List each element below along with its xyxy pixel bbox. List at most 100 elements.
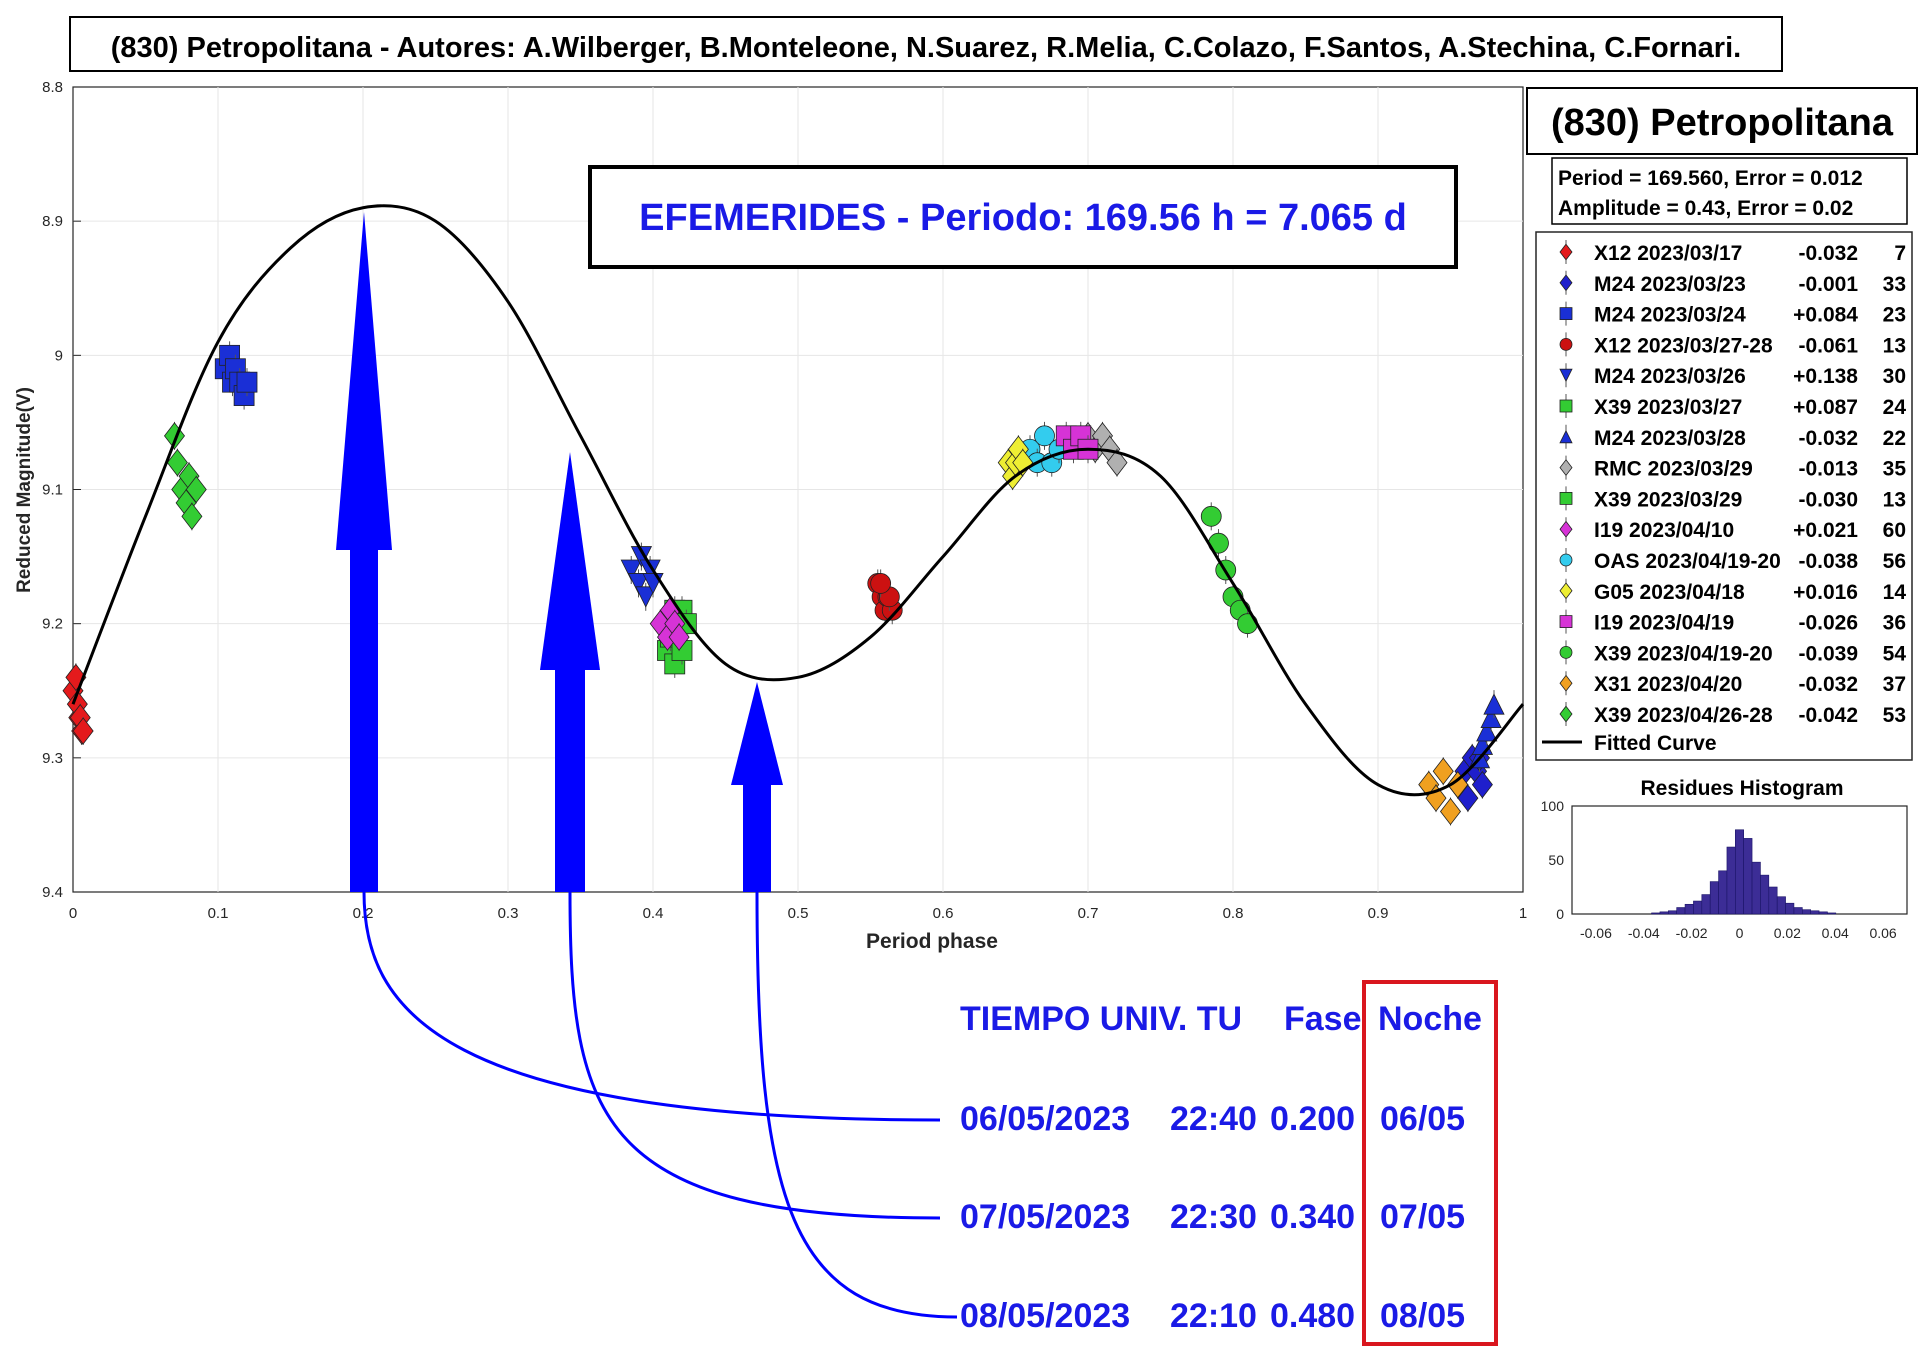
y-axis-ticks: 8.8 8.9 9 9.1 9.2 9.3 9.4 bbox=[42, 79, 81, 901]
legend-series-offset: +0.021 bbox=[1793, 519, 1858, 542]
data-point bbox=[1480, 706, 1502, 728]
table-row-phase: 0.480 bbox=[1270, 1297, 1355, 1335]
x-tick-label: 0.3 bbox=[498, 905, 519, 922]
legend-series-name: M24 2023/03/24 bbox=[1594, 304, 1746, 327]
legend-series-count: 24 bbox=[1883, 396, 1907, 419]
histogram-bar bbox=[1718, 870, 1728, 915]
legend-series-offset: +0.138 bbox=[1793, 365, 1858, 388]
table-header-night: Noche bbox=[1378, 1000, 1482, 1038]
legend-series-name: X12 2023/03/27-28 bbox=[1594, 334, 1773, 357]
data-point bbox=[668, 623, 690, 651]
histogram-x-tick-label: 0.06 bbox=[1869, 925, 1896, 941]
data-point bbox=[1476, 720, 1498, 742]
legend-series-name: X31 2023/04/20 bbox=[1594, 673, 1742, 696]
phase-arrow-1 bbox=[336, 212, 392, 892]
legend-marker bbox=[1559, 368, 1573, 383]
legend-series-count: 13 bbox=[1883, 488, 1906, 511]
table-header-phase: Fase bbox=[1284, 1000, 1362, 1038]
histogram-bar bbox=[1793, 907, 1803, 915]
connector-line-3 bbox=[755, 891, 958, 1319]
histogram-bar bbox=[1827, 912, 1837, 915]
fit-parameters-box bbox=[1551, 157, 1908, 225]
table-row-date: 08/05/2023 bbox=[960, 1297, 1130, 1335]
data-point bbox=[1034, 425, 1055, 447]
legend-series-count: 22 bbox=[1883, 427, 1906, 450]
histogram-x-tick-label: -0.02 bbox=[1676, 925, 1708, 941]
histogram-bar bbox=[1810, 910, 1820, 915]
x-tick-label: 1 bbox=[1519, 905, 1527, 922]
legend-series-count: 56 bbox=[1883, 550, 1906, 573]
object-name-box bbox=[1526, 87, 1918, 155]
legend-box bbox=[1535, 231, 1913, 761]
x-tick-label: 0.1 bbox=[208, 905, 229, 922]
histogram-y-tick-label: 100 bbox=[1541, 798, 1565, 814]
legend-marker bbox=[1559, 615, 1573, 628]
connector-line-1 bbox=[362, 891, 941, 1122]
data-point bbox=[236, 371, 258, 393]
data-point bbox=[635, 586, 657, 608]
y-tick-label: 9.4 bbox=[42, 884, 63, 901]
legend-series-count: 13 bbox=[1883, 334, 1906, 357]
histogram-title: Residues Histogram bbox=[1640, 777, 1843, 800]
histogram-bar bbox=[1726, 846, 1736, 915]
phase-arrow-3 bbox=[731, 682, 783, 892]
period-line: Period = 169.560, Error = 0.012 bbox=[1558, 167, 1863, 190]
legend-series-offset: -0.042 bbox=[1798, 704, 1858, 727]
legend-series-name: OAS 2023/04/19-20 bbox=[1594, 550, 1781, 573]
x-axis-ticks: 0 0.1 0.2 0.3 0.4 0.5 0.6 0.7 0.8 0.9 1 bbox=[69, 905, 1527, 922]
table-row-date: 06/05/2023 bbox=[960, 1100, 1130, 1138]
table-header-time: TIEMPO UNIV. TU bbox=[960, 1000, 1242, 1038]
histogram-bar bbox=[1818, 911, 1828, 915]
object-name: (830) Petropolitana bbox=[1551, 102, 1894, 144]
y-tick-label: 9.1 bbox=[42, 482, 63, 499]
data-point bbox=[627, 573, 650, 595]
residues-histogram: Residues Histogram -0.06 -0.04 -0.02 0 0.02 0… bbox=[1541, 777, 1908, 941]
histogram-bar bbox=[1743, 838, 1753, 915]
table-row-night: 07/05 bbox=[1380, 1198, 1465, 1236]
data-point bbox=[870, 573, 892, 594]
y-tick-label: 9 bbox=[55, 347, 63, 364]
legend-series-offset: -0.026 bbox=[1798, 612, 1858, 635]
histogram-bar bbox=[1802, 909, 1811, 915]
data-points bbox=[62, 341, 1505, 826]
legend-series-offset: -0.030 bbox=[1798, 488, 1858, 511]
legend-series-name: RMC 2023/03/29 bbox=[1594, 458, 1753, 481]
histogram-y-tick-label: 50 bbox=[1548, 852, 1564, 868]
legend-series-name: X39 2023/03/29 bbox=[1594, 488, 1742, 511]
x-tick-label: 0.7 bbox=[1078, 905, 1099, 922]
x-tick-label: 0.6 bbox=[933, 905, 954, 922]
data-point bbox=[620, 559, 642, 581]
legend-series-name: M24 2023/03/26 bbox=[1594, 365, 1746, 388]
data-point bbox=[1200, 505, 1222, 527]
legend-series-name: X39 2023/04/26-28 bbox=[1594, 704, 1773, 727]
legend-marker bbox=[1559, 337, 1573, 351]
histogram-bar bbox=[1709, 881, 1719, 915]
histogram-x-ticks: -0.06 -0.04 -0.02 0 0.02 0.04 0.06 bbox=[1580, 925, 1897, 941]
legend-series-name: X39 2023/04/19-20 bbox=[1594, 642, 1773, 665]
histogram-x-tick-label: 0 bbox=[1736, 925, 1744, 941]
data-point bbox=[1483, 693, 1505, 715]
table-row-phase: 0.340 bbox=[1270, 1198, 1355, 1236]
legend-series-count: 36 bbox=[1883, 612, 1906, 635]
legend-marker bbox=[1559, 491, 1573, 505]
histogram-bar bbox=[1684, 903, 1694, 915]
legend-marker bbox=[1559, 674, 1573, 692]
x-tick-label: 0 bbox=[69, 905, 77, 922]
histogram-x-tick-label: 0.02 bbox=[1774, 925, 1801, 941]
legend-series-offset: -0.013 bbox=[1798, 458, 1858, 481]
histogram-bar bbox=[1760, 874, 1770, 915]
y-axis-label: Reduced Magnitude(V) bbox=[14, 387, 35, 593]
legend-series-offset: -0.032 bbox=[1798, 427, 1858, 450]
histogram-bar bbox=[1676, 907, 1686, 915]
legend-series-name: M24 2023/03/28 bbox=[1594, 427, 1746, 450]
histogram-x-tick-label: -0.06 bbox=[1580, 925, 1612, 941]
legend-series-count: 14 bbox=[1883, 581, 1907, 604]
x-tick-label: 0.9 bbox=[1368, 905, 1389, 922]
legend-marker bbox=[1559, 646, 1573, 659]
table-row-time: 22:40 bbox=[1170, 1100, 1257, 1138]
legend-marker bbox=[1559, 582, 1573, 600]
table-row-night: 08/05 bbox=[1380, 1297, 1465, 1335]
table-row-date: 07/05/2023 bbox=[960, 1198, 1130, 1236]
connector-line-2 bbox=[568, 891, 941, 1220]
legend-series-count: 54 bbox=[1883, 642, 1907, 665]
